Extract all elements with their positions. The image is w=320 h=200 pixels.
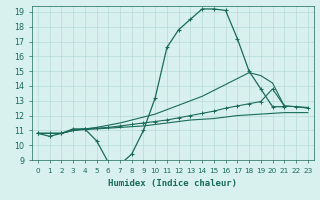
X-axis label: Humidex (Indice chaleur): Humidex (Indice chaleur) bbox=[108, 179, 237, 188]
